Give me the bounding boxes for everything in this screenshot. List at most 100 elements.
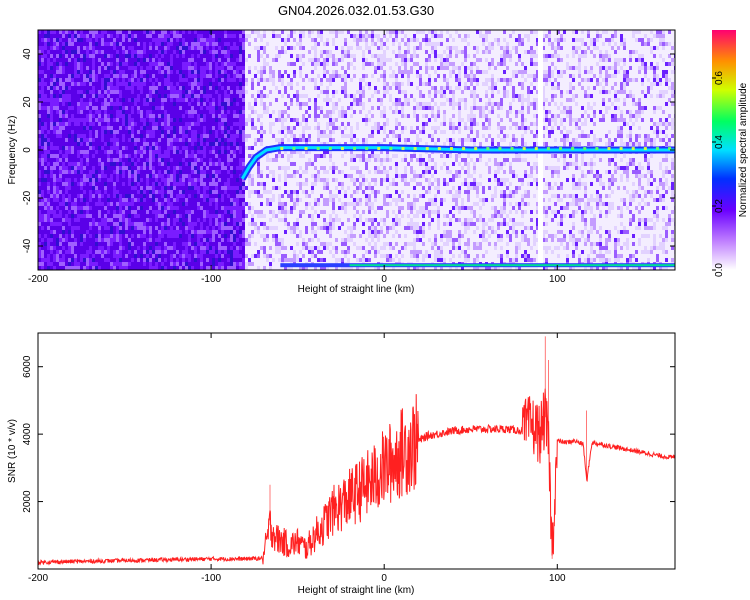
spectrogram-cell (125, 86, 128, 90)
spectrogram-cell (161, 106, 164, 110)
spectrogram-cell (161, 162, 164, 166)
spectrogram-cell (227, 130, 230, 134)
spectrogram-cell (323, 90, 326, 94)
spectrogram-cell (599, 174, 602, 178)
spectrogram-cell (428, 102, 431, 106)
spectrogram-cell (641, 66, 644, 70)
spectrogram-cell (80, 86, 83, 90)
spectrogram-cell (56, 150, 59, 154)
spectrogram-cell (230, 90, 233, 94)
spectrogram-cell (38, 70, 41, 74)
spectrogram-cell (230, 170, 233, 174)
spectrogram-cell (41, 62, 44, 66)
spectrogram-cell (62, 98, 65, 102)
spectrogram-cell (257, 170, 260, 174)
spectrogram-cell (143, 170, 146, 174)
spectrogram-cell (200, 146, 203, 150)
spectrogram-cell (143, 38, 146, 42)
spectrogram-cell (656, 34, 659, 38)
spectrogram-cell (611, 46, 614, 50)
spectrogram-cell (338, 126, 341, 130)
spectrogram-cell (68, 34, 71, 38)
spectrogram-cell (632, 122, 635, 126)
spectrogram-cell (176, 134, 179, 138)
spectrogram-cell (533, 54, 536, 58)
spectrogram-cell (197, 170, 200, 174)
spectrogram-cell (398, 174, 401, 178)
spectrogram-cell (41, 54, 44, 58)
spectrogram-cell (86, 94, 89, 98)
spectrogram-cell (200, 122, 203, 126)
spectrogram-cell (380, 54, 383, 58)
spectrogram-cell (95, 122, 98, 126)
spectrogram-cell (116, 166, 119, 170)
spectrogram-cell (626, 82, 629, 86)
spectrogram-cell (623, 74, 626, 78)
spectrogram-cell (62, 66, 65, 70)
spectrogram-cell (83, 130, 86, 134)
spectrogram-cell (467, 34, 470, 38)
spectrogram-cell (512, 30, 515, 34)
spectrogram-cell (638, 126, 641, 130)
spectrogram-cell (347, 50, 350, 54)
spectrogram-cell (128, 142, 131, 146)
spectrogram-cell (167, 174, 170, 178)
spectrogram-cell (467, 134, 470, 138)
spectrogram-cell (329, 150, 332, 154)
spectrogram-cell (140, 34, 143, 38)
spectrogram-cell (416, 62, 419, 66)
spectrogram-cell (659, 42, 662, 46)
spectrogram-cell (119, 142, 122, 146)
spectrogram-cell (167, 74, 170, 78)
spectrogram-cell (368, 158, 371, 162)
spectrogram-cell (221, 78, 224, 82)
spectrogram-cell (188, 134, 191, 138)
spectrogram-cell (116, 130, 119, 134)
spectrogram-cell (503, 50, 506, 54)
spectrogram-cell (638, 66, 641, 70)
spectrogram-cell (608, 98, 611, 102)
spectrogram-cell (125, 162, 128, 166)
spectrogram-cell (605, 106, 608, 110)
spectrogram-cell (644, 66, 647, 70)
spectrogram-cell (188, 106, 191, 110)
spectrogram-cell (248, 178, 251, 182)
spectrogram-cell (74, 130, 77, 134)
spectrogram-cell (152, 142, 155, 146)
spectrogram-cell (662, 34, 665, 38)
spectrogram-cell (224, 50, 227, 54)
spectrogram-cell (662, 42, 665, 46)
spectrogram-cell (146, 38, 149, 42)
spectrogram-cell (206, 94, 209, 98)
spectrogram-cell (314, 78, 317, 82)
spectrogram-cell (98, 46, 101, 50)
spectrogram-cell (209, 174, 212, 178)
spectrogram-cell (326, 178, 329, 182)
spectrogram-cell (92, 62, 95, 66)
spectrogram-cell (338, 170, 341, 174)
figure-title: GN04.2026.032.01.53.G30 (278, 3, 434, 18)
spectrogram-cell (146, 126, 149, 130)
spectrogram-cell (89, 58, 92, 62)
spectrogram-cell (533, 106, 536, 110)
spectrogram-cell (341, 54, 344, 58)
spectrogram-cell (434, 78, 437, 82)
spectrogram-cell (233, 74, 236, 78)
spectrogram-cell (110, 42, 113, 46)
spectrogram-cell (155, 34, 158, 38)
spectrogram-cell (521, 138, 524, 142)
spectrogram-cell (383, 86, 386, 90)
spectrogram-cell (548, 74, 551, 78)
spectrogram-cell (401, 102, 404, 106)
spectrogram-cell (656, 62, 659, 66)
spectrogram-cell (299, 154, 302, 158)
spectrogram-cell (524, 66, 527, 70)
spectrogram-cell (59, 146, 62, 150)
spectrogram-cell (638, 30, 641, 34)
spectrogram-cell (224, 82, 227, 86)
spectrogram-cell (659, 90, 662, 94)
spectrogram-cell (509, 110, 512, 114)
spectrogram-cell (227, 78, 230, 82)
spectrogram-cell (242, 126, 245, 130)
spectrogram-cell (407, 46, 410, 50)
